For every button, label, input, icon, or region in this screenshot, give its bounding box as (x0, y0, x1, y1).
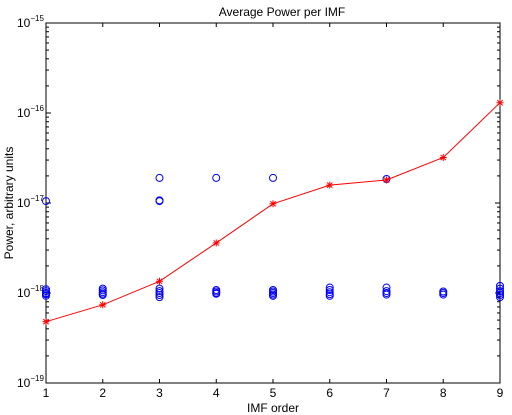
x-tick-label: 4 (213, 386, 220, 400)
data-point-circle (269, 291, 277, 300)
x-tick-label: 6 (326, 386, 333, 400)
data-point-circle (155, 284, 164, 293)
x-axis-ticks: 1 2 3 4 5 6 7 8 9 (43, 23, 504, 400)
y-tick-base: 10 (17, 376, 31, 390)
data-point-circle (155, 291, 164, 300)
data-point-circle (382, 290, 391, 299)
data-point-asterisk (326, 181, 334, 189)
data-point-asterisk (269, 200, 277, 208)
data-point-circle (98, 291, 107, 300)
x-tick-label: 8 (440, 386, 447, 400)
y-tick-exponent: −17 (30, 194, 44, 203)
data-point-circle (269, 173, 277, 182)
data-point-circle (42, 291, 50, 300)
data-point-asterisk (383, 176, 390, 184)
y-tick-base: 10 (17, 286, 31, 300)
data-point-circle (212, 289, 221, 298)
data-point-circle (155, 173, 164, 182)
data-point-circle (325, 288, 334, 297)
y-tick-label: 10−15 (17, 14, 44, 30)
y-tick-label: 10−19 (17, 374, 44, 390)
x-tick-label: 3 (156, 386, 163, 400)
chart-title: Average Power per IMF (219, 5, 346, 19)
y-axis-label: Power, arbitrary units (2, 147, 16, 260)
data-point-circle (439, 290, 448, 299)
data-point-circle (496, 293, 504, 302)
y-tick-label: 10−17 (17, 194, 44, 210)
data-point-asterisk (99, 301, 107, 309)
data-point-circle (155, 289, 164, 297)
series-layer (42, 99, 504, 326)
data-point-circle (42, 197, 50, 206)
y-tick-base: 10 (17, 196, 31, 210)
x-tick-label: 1 (43, 386, 50, 400)
y-tick-base: 10 (17, 106, 31, 120)
x-axis-label: IMF order (247, 401, 299, 415)
data-point-circle (155, 293, 164, 302)
data-point-circle (496, 284, 504, 293)
x-tick-label: 9 (497, 386, 504, 400)
y-tick-base: 10 (17, 16, 31, 30)
data-point-circle (496, 289, 504, 297)
y-tick-exponent: −15 (30, 14, 44, 23)
y-tick-exponent: −16 (30, 104, 44, 113)
y-tick-label: 10−18 (17, 284, 44, 300)
data-point-asterisk (496, 99, 504, 107)
x-tick-label: 7 (383, 386, 390, 400)
x-tick-label: 5 (270, 386, 277, 400)
x-tick-label: 2 (99, 386, 106, 400)
data-point-circle (212, 173, 221, 182)
data-point-circle (496, 291, 504, 300)
data-point-circle (325, 291, 334, 300)
data-point-circle (155, 197, 164, 206)
data-point-circle (325, 285, 334, 294)
data-point-asterisk (156, 277, 163, 285)
y-tick-exponent: −19 (30, 374, 44, 383)
data-point-asterisk (42, 318, 50, 326)
y-tick-exponent: −18 (30, 284, 44, 293)
y-tick-label: 10−16 (17, 104, 44, 120)
data-point-asterisk (439, 154, 447, 162)
data-point-asterisk (212, 239, 220, 247)
